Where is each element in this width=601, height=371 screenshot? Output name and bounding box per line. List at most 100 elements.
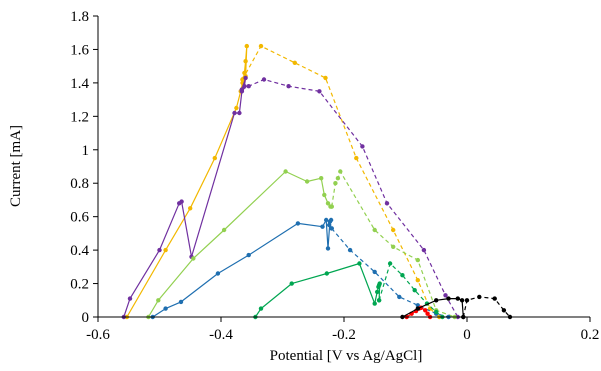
data-point <box>324 271 329 276</box>
data-point <box>329 204 334 209</box>
data-point <box>232 110 237 116</box>
data-point <box>191 256 196 261</box>
data-point <box>425 311 430 316</box>
data-point <box>329 226 334 231</box>
data-point <box>328 217 334 223</box>
data-point <box>319 176 324 181</box>
series-line <box>126 45 248 318</box>
data-point <box>415 278 420 283</box>
data-point <box>179 199 184 204</box>
series-5 <box>329 169 457 320</box>
data-point <box>258 306 264 311</box>
series-4 <box>146 169 334 320</box>
series-3 <box>239 77 460 320</box>
data-point <box>415 306 420 311</box>
data-point <box>391 244 396 249</box>
series-line <box>254 262 381 318</box>
data-point <box>423 308 428 313</box>
data-point <box>258 43 264 49</box>
data-point <box>446 296 451 301</box>
data-point <box>412 288 417 293</box>
data-point <box>286 84 291 89</box>
data-point <box>156 298 161 303</box>
data-point <box>212 155 217 161</box>
data-point <box>163 306 168 311</box>
x-tick-label: -0.4 <box>209 327 233 343</box>
y-tick-label: 1.4 <box>70 76 89 92</box>
data-point <box>354 155 359 161</box>
data-point <box>455 296 460 301</box>
y-tick-label: 0.2 <box>70 277 89 293</box>
data-point <box>295 221 301 226</box>
x-tick-label: -0.2 <box>332 327 356 343</box>
series-line <box>241 78 459 318</box>
series-line <box>123 77 247 318</box>
data-point <box>324 217 329 223</box>
data-point <box>237 110 242 116</box>
x-axis-title: Potential [V vs Ag/AgCl] <box>270 348 423 364</box>
x-tick-label: -0.6 <box>86 327 110 343</box>
data-point <box>243 59 248 64</box>
data-point <box>372 227 377 233</box>
data-point <box>215 271 221 276</box>
series-8 <box>253 261 382 320</box>
data-point <box>289 281 294 286</box>
data-point <box>325 201 331 206</box>
data-point <box>338 169 343 174</box>
series-2 <box>121 75 248 320</box>
data-point <box>127 296 133 301</box>
y-axis-title: Current [mA] <box>8 125 24 207</box>
y-tick-label: 0.4 <box>70 243 89 259</box>
data-point <box>292 60 297 65</box>
data-point <box>221 227 227 233</box>
series-line <box>462 296 511 318</box>
y-tick-label: 1.8 <box>70 9 89 25</box>
data-point <box>178 299 184 305</box>
series-13 <box>461 294 513 320</box>
x-tick-label: 0.2 <box>581 327 600 343</box>
data-point <box>421 247 427 253</box>
x-tick-label: 0 <box>463 327 471 343</box>
data-point <box>246 84 251 89</box>
data-point <box>357 261 362 266</box>
data-point <box>391 227 396 233</box>
data-point <box>242 70 247 76</box>
data-point <box>261 77 267 82</box>
data-point <box>283 169 288 174</box>
data-point <box>375 289 380 295</box>
data-point <box>246 252 251 258</box>
series-7 <box>329 226 451 320</box>
data-point <box>464 298 470 303</box>
data-point <box>387 261 393 266</box>
data-point <box>459 298 465 303</box>
data-point <box>434 309 439 315</box>
data-point <box>333 181 338 186</box>
axes: 0 0.2 0.4 0.6 0.8 1 1.2 1.4 1.6 1.8 -0.6 -0.4 -0.2 0 0… <box>70 9 599 343</box>
data-point <box>243 75 248 81</box>
y-tick-label: 1.6 <box>70 42 89 58</box>
y-tick-label: 1.2 <box>70 109 89 125</box>
data-point <box>244 43 249 49</box>
data-point <box>477 294 482 300</box>
data-point <box>327 222 332 228</box>
y-tick-label: 0.6 <box>70 210 89 226</box>
data-point <box>384 201 390 206</box>
data-point <box>323 75 328 81</box>
data-point <box>360 144 365 149</box>
series-line <box>241 45 440 318</box>
data-point <box>304 179 310 184</box>
data-point <box>372 269 377 275</box>
data-point <box>335 176 341 181</box>
data-point <box>443 293 448 298</box>
series-line <box>331 228 449 318</box>
data-point <box>325 246 331 251</box>
y-tick-label: 0.8 <box>70 176 89 192</box>
series-1 <box>240 43 442 320</box>
plot-marks <box>121 43 513 320</box>
data-point <box>492 296 497 301</box>
series-line <box>147 170 332 318</box>
series-line <box>331 170 455 318</box>
data-point <box>157 247 162 253</box>
data-point <box>188 206 193 211</box>
